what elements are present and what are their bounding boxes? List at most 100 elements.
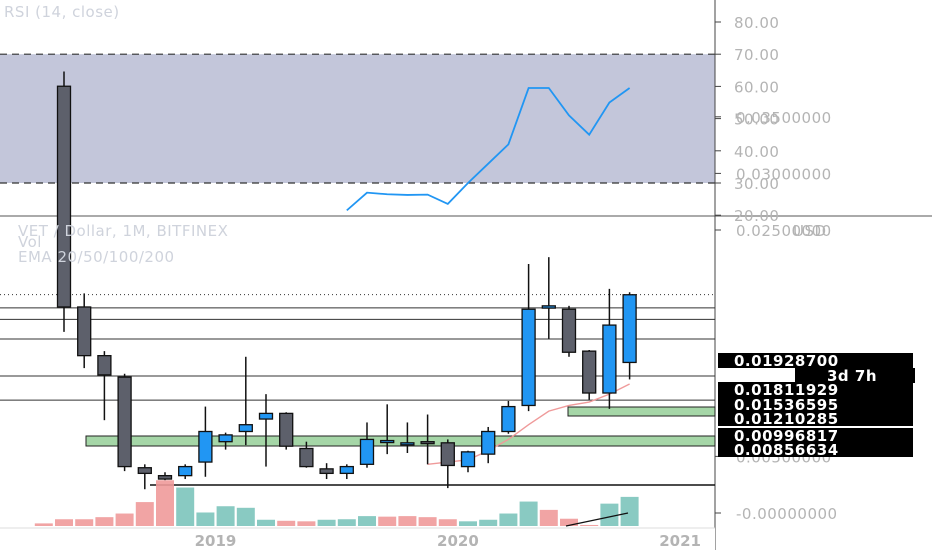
support-zones [85, 406, 716, 447]
volume-bar [277, 520, 296, 526]
volume-bar [620, 496, 639, 526]
candle-body [400, 442, 415, 446]
candle [279, 412, 294, 450]
volume-bar [418, 517, 437, 526]
candle-body [521, 308, 536, 407]
rsi-axis-label: 40.00 [734, 143, 779, 161]
candle [198, 406, 213, 477]
price-tag-box [718, 353, 913, 368]
candle-body [279, 412, 294, 447]
volume-bar [115, 513, 134, 526]
rsi-axis-label: 70.00 [734, 46, 779, 64]
candle [359, 422, 375, 468]
currency-label: USD [793, 222, 827, 240]
candle [440, 439, 455, 489]
price-tag-label: 0.00856634 [734, 441, 839, 459]
price-axis-label: 0.02500000 [736, 222, 832, 240]
candle-body [198, 430, 213, 463]
candle-body [258, 412, 274, 420]
candle-body [299, 447, 314, 468]
candle-body [481, 430, 496, 455]
volume-bar [560, 518, 578, 526]
price-tag-label: 0.00996817 [734, 427, 839, 445]
candle [56, 71, 72, 332]
candle [339, 464, 354, 480]
volume-trend-line [565, 512, 629, 527]
price-tag-box [718, 382, 913, 397]
rsi-line-group [346, 87, 631, 212]
volume-bar [580, 524, 599, 526]
candle-body [501, 405, 516, 433]
support-zone-lower [85, 435, 716, 447]
candle [178, 464, 193, 480]
candle-body [541, 305, 556, 309]
price-tag-label: 0.01210285 [734, 410, 839, 428]
time-axis-label: 2019 [195, 532, 237, 550]
volume-bar [297, 521, 316, 526]
rsi-legend: RSI (14, close) [4, 3, 120, 21]
candle-body [582, 350, 597, 394]
candle [460, 450, 476, 473]
candle [400, 422, 415, 454]
candle-body [460, 451, 476, 468]
price-tag-box [718, 397, 913, 412]
volume-bar [196, 512, 215, 526]
candle-body [77, 306, 92, 357]
volume-bar [156, 480, 174, 526]
price-tag-label: 0.01928700 [734, 352, 839, 370]
candle [137, 464, 152, 490]
time-axis-bg [0, 528, 715, 550]
candle [319, 463, 334, 480]
ema-legend: EMA 20/50/100/200 [18, 248, 175, 266]
candle-body [359, 438, 375, 465]
volume-bar [75, 519, 94, 526]
candle-body [157, 474, 173, 480]
time-axis-label: 2021 [659, 532, 701, 550]
rsi-axis-label: 80.00 [734, 14, 779, 32]
support-zone-upper [567, 406, 716, 417]
volume-bar [135, 502, 154, 526]
volume-bar [459, 521, 477, 526]
candle-body [339, 465, 354, 475]
candle-body [218, 434, 233, 443]
candle [117, 373, 132, 472]
candle [420, 414, 435, 465]
price-tag-label: 3d 7h [827, 367, 877, 385]
candle-body [380, 439, 395, 444]
price-axis[interactable]: 80.00 70.00 60.00 50.00 40.00 30.00 20.00 0.035… [715, 14, 838, 523]
volume-bar [600, 503, 619, 526]
volume-bar [499, 513, 518, 526]
candle-body [137, 467, 152, 475]
price-axis-label: 0.03500000 [736, 109, 832, 127]
candle-body [440, 442, 455, 467]
price-axis-label: -0.00000000 [736, 505, 838, 523]
candle [501, 400, 516, 434]
candle [541, 257, 556, 339]
volume-bars [34, 480, 639, 526]
rsi-line [346, 87, 631, 212]
candle [602, 288, 617, 409]
price-tag-box [795, 368, 915, 383]
candle-body [117, 376, 132, 468]
candle-body [420, 441, 435, 445]
volume-bar [479, 519, 498, 526]
rsi-band-layer [0, 53, 715, 184]
candle [157, 472, 173, 481]
rsi-axis-label: 50.00 [734, 111, 779, 129]
price-axis-label: 0.03000000 [736, 165, 832, 183]
volume-bar [176, 487, 195, 526]
candle [561, 305, 577, 357]
volume-bar [216, 506, 235, 526]
volume-bar [378, 516, 397, 526]
time-axis[interactable]: 2019 2020 2021 [0, 527, 715, 550]
rsi-band [0, 54, 715, 184]
candle-body [561, 308, 577, 353]
candlesticks[interactable] [56, 71, 637, 490]
price-tag-label: 0.01536595 [734, 396, 839, 414]
candle [521, 263, 536, 412]
volume-bar [95, 517, 114, 526]
price-tag-box [718, 442, 913, 457]
volume-bar [539, 509, 558, 526]
